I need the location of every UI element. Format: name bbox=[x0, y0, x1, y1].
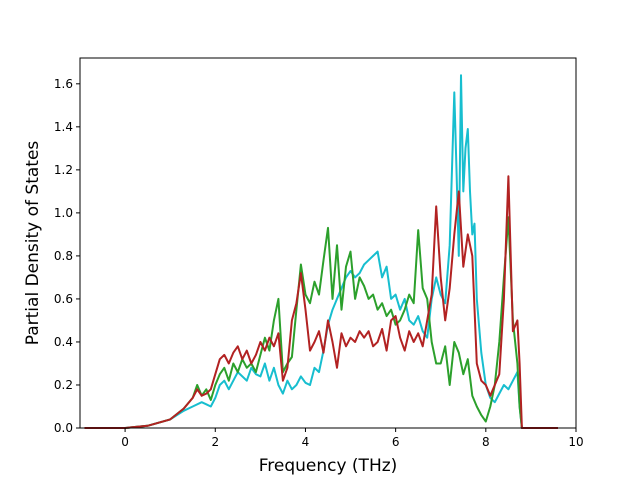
y-tick-label: 1.0 bbox=[54, 206, 73, 220]
x-tick-label: 8 bbox=[482, 435, 490, 449]
series-line-3 bbox=[84, 175, 558, 429]
x-tick-label: 0 bbox=[121, 435, 129, 449]
y-tick-label: 1.2 bbox=[54, 163, 73, 177]
y-tick-label: 0.2 bbox=[54, 378, 73, 392]
series-layer bbox=[84, 74, 558, 429]
x-axis-ticks: 0 2 4 6 8 10 bbox=[121, 428, 584, 449]
plot-frame bbox=[79, 57, 577, 429]
x-axis-label: Frequency (THz) bbox=[259, 456, 398, 476]
y-tick-label: 0.0 bbox=[54, 421, 73, 435]
y-tick-label: 0.4 bbox=[54, 335, 73, 349]
y-axis-ticks: 0.0 0.2 0.4 0.6 0.8 1.0 1.2 1.4 1.6 bbox=[54, 77, 80, 435]
y-tick-label: 0.8 bbox=[54, 249, 73, 263]
series-line-1 bbox=[84, 74, 558, 429]
y-tick-label: 1.4 bbox=[54, 120, 73, 134]
x-tick-label: 6 bbox=[392, 435, 400, 449]
x-tick-label: 10 bbox=[568, 435, 583, 449]
x-tick-label: 4 bbox=[302, 435, 310, 449]
y-tick-label: 1.6 bbox=[54, 77, 73, 91]
y-tick-label: 0.6 bbox=[54, 292, 73, 306]
y-axis-label: Partial Density of States bbox=[23, 141, 43, 346]
x-tick-label: 2 bbox=[211, 435, 219, 449]
series-line-2 bbox=[84, 216, 558, 429]
